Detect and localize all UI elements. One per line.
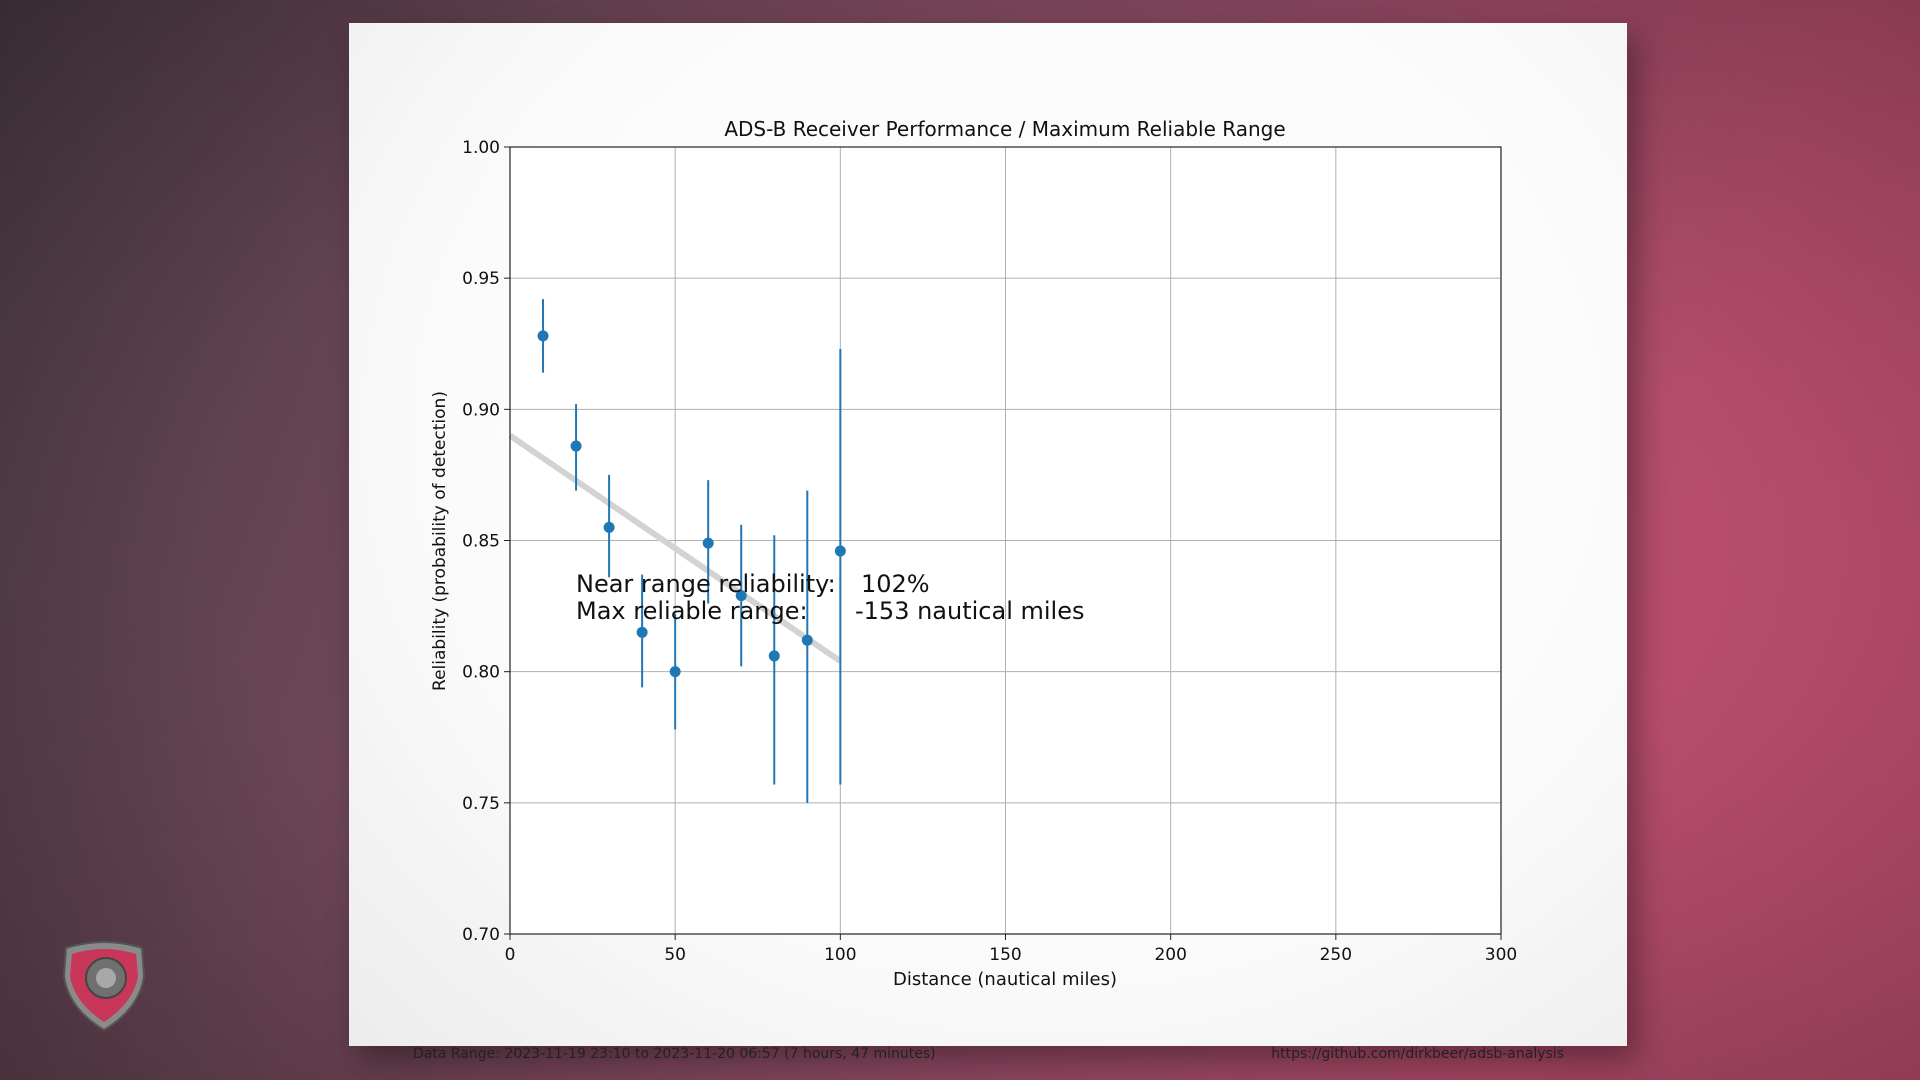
shield-logo-icon (62, 941, 146, 1032)
x-tick-label: 0 (505, 945, 516, 965)
x-tick-label: 50 (664, 945, 686, 965)
chart-svg: 0 50 100 150 200 250 300 0.700.750.800.850.900… (430, 117, 1517, 990)
y-tick-label: 0.90 (462, 400, 500, 420)
annotation-near-range-value: 102% (861, 570, 930, 598)
data-point (636, 626, 648, 638)
data-point (570, 440, 582, 452)
y-tick-label: 0.85 (462, 532, 500, 552)
data-point (702, 537, 714, 549)
chart-panel: 0 50 100 150 200 250 300 0.70 0.75 0.80 0.85 0.90 0… (349, 23, 1627, 1062)
data-point (669, 666, 681, 678)
logo-core (96, 968, 116, 988)
annotation-near-range-label: Near range reliability: (576, 570, 836, 598)
data-range-footer: Data Range: 2023-11-19 23:10 to 2023-11-… (413, 1046, 936, 1062)
data-points-group (537, 330, 846, 678)
y-axis-label: Reliability (probability of detection) (430, 391, 450, 691)
x-axis-label: Distance (nautical miles) (893, 969, 1117, 990)
data-point (834, 545, 846, 557)
x-tick-label: 250 (1320, 945, 1352, 965)
data-point (735, 590, 747, 602)
data-point (801, 634, 813, 646)
x-tick-labels: 0 50 100 150 200 250 300 (505, 934, 1517, 965)
y-tick-label: 1.00 (462, 138, 500, 158)
chart-title: ADS-B Receiver Performance / Maximum Rel… (724, 117, 1285, 141)
data-point (537, 330, 549, 342)
y-tick-label: 0.95 (462, 269, 500, 289)
fit-line (508, 433, 843, 664)
annotation-max-range-label: Max reliable range: (576, 597, 808, 625)
y-tick-labels: 0.70 0.75 0.80 0.85 0.90 0.95 1.00 (462, 138, 510, 945)
x-tick-label: 100 (824, 945, 856, 965)
data-point (603, 521, 615, 533)
x-tick-label: 200 (1154, 945, 1186, 965)
y-tick-label: 0.70 (462, 925, 500, 945)
source-url-footer: https://github.com/dirkbeer/adsb-analysi… (1271, 1046, 1564, 1062)
y-tick-label: 0.80 (462, 663, 500, 683)
y-tick-label: 0.75 (462, 794, 500, 814)
x-tick-label: 150 (989, 945, 1021, 965)
x-tick-label: 300 (1485, 945, 1517, 965)
annotation-max-range-value: -153 nautical miles (855, 597, 1085, 625)
fit-line-group (508, 433, 843, 664)
data-point (768, 650, 780, 662)
